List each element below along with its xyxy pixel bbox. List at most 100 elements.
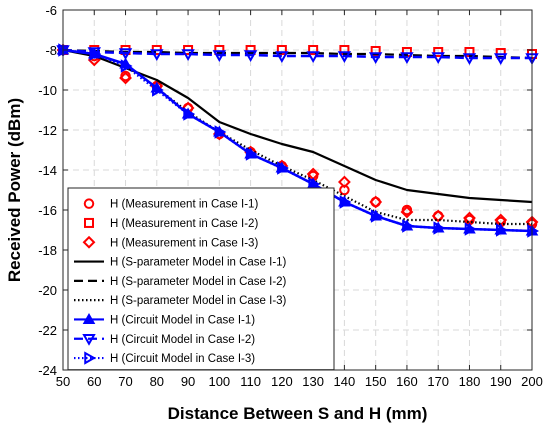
data-point: [119, 71, 132, 85]
x-tick-label: 130: [302, 374, 324, 389]
x-tick-label: 60: [87, 374, 101, 389]
legend-label: H (Circuit Model in Case I-3): [110, 353, 255, 365]
x-axis-title: Distance Between S and H (mm): [168, 404, 428, 423]
data-point: [83, 198, 95, 209]
legend-item-3: H (Measurement in Case I-3): [82, 235, 258, 249]
y-tick-label: -22: [38, 323, 57, 338]
data-point: [89, 47, 102, 61]
legend-item-2: H (Measurement in Case I-2): [84, 217, 258, 230]
data-point: [245, 147, 258, 161]
series-9: [58, 43, 540, 238]
x-tick-label: 120: [271, 374, 293, 389]
data-point: [84, 217, 94, 228]
data-point: [183, 107, 196, 121]
legend-item-1: H (Measurement in Case I-1): [83, 198, 258, 211]
data-point: [433, 47, 444, 57]
x-tick-label: 200: [521, 374, 543, 389]
data-point: [150, 49, 164, 62]
legend: H (Measurement in Case I-1) H (Measuremen…: [67, 187, 335, 371]
data-point: [58, 43, 71, 57]
x-tick-label: 150: [365, 374, 387, 389]
legend-item-9: H (Circuit Model in Case I-3): [74, 351, 255, 365]
series-line: [62, 48, 533, 233]
data-point: [82, 334, 96, 346]
data-point: [120, 59, 133, 73]
y-tick-label: -18: [38, 243, 57, 258]
data-point: [369, 195, 383, 209]
x-tick-label: 190: [490, 374, 512, 389]
y-tick-label: -20: [38, 283, 57, 298]
legend-item-7: H (Circuit Model in Case I-1): [74, 312, 255, 326]
legend-item-4: H (S-parameter Model in Case I-1): [74, 257, 287, 269]
data-point: [370, 209, 383, 223]
series-4: [62, 48, 533, 204]
data-point: [82, 235, 96, 249]
legend-label: H (Measurement in Case I-1): [110, 199, 258, 211]
y-tick-label: -8: [45, 43, 57, 58]
legend-item-6: H (S-parameter Model in Case I-3): [74, 295, 287, 307]
data-point: [433, 221, 446, 235]
legend-box: [67, 187, 335, 371]
data-point: [431, 209, 445, 223]
x-tick-label: 80: [150, 374, 164, 389]
y-tick-label: -14: [38, 163, 57, 178]
series-8: [56, 45, 539, 66]
data-point: [84, 351, 97, 365]
series-5: [62, 48, 533, 60]
data-point: [214, 125, 227, 139]
data-point: [152, 83, 164, 97]
legend-label: H (Circuit Model in Case I-2): [110, 334, 255, 346]
data-point: [337, 51, 352, 64]
x-tick-label: 100: [208, 374, 230, 389]
legend-label: H (Measurement in Case I-3): [110, 237, 258, 249]
data-point: [308, 177, 321, 191]
data-point: [495, 223, 508, 237]
legend-label: H (Circuit Model in Case I-1): [110, 314, 255, 326]
x-tick-label: 170: [427, 374, 449, 389]
legend-label: H (S-parameter Model in Case I-1): [110, 257, 287, 269]
series-line: [62, 48, 533, 60]
data-point: [118, 48, 133, 61]
y-axis-title: Received Power (dBm): [5, 98, 24, 282]
data-point: [494, 53, 508, 66]
data-point: [464, 222, 477, 236]
data-point: [368, 52, 383, 65]
legend-label: H (Measurement in Case I-2): [110, 218, 258, 230]
y-tick-label: -10: [38, 83, 57, 98]
legend-item-8: H (Circuit Model in Case I-2): [74, 334, 255, 346]
legend-label: H (S-parameter Model in Case I-2): [110, 276, 287, 288]
data-point: [462, 53, 477, 66]
y-tick-label: -12: [38, 123, 57, 138]
x-tick-label: 50: [56, 374, 70, 389]
data-point: [277, 161, 289, 175]
series-line: [62, 48, 533, 233]
x-tick-label: 180: [459, 374, 481, 389]
series-group: [56, 43, 540, 238]
series-line: [62, 48, 533, 204]
y-tick-label: -16: [38, 203, 57, 218]
data-point: [337, 175, 351, 189]
data-point: [243, 50, 258, 63]
x-tick-label: 70: [118, 374, 132, 389]
y-tick-label: -24: [38, 363, 57, 378]
y-tick-label: -6: [45, 3, 57, 18]
data-point: [431, 52, 445, 65]
x-tick-label: 140: [334, 374, 356, 389]
data-point: [400, 205, 414, 219]
legend-item-5: H (S-parameter Model in Case I-2): [74, 276, 287, 288]
data-point: [181, 49, 195, 62]
data-point: [400, 52, 414, 65]
data-point: [527, 224, 540, 238]
data-point: [306, 51, 320, 64]
x-tick-label: 110: [240, 374, 261, 389]
data-point: [402, 219, 414, 233]
series-line: [62, 48, 532, 60]
x-tick-label: 160: [396, 374, 418, 389]
data-point: [82, 312, 96, 324]
legend-label: H (S-parameter Model in Case I-3): [110, 295, 287, 307]
data-point: [275, 51, 289, 64]
x-tick-label: 90: [181, 374, 195, 389]
data-point: [212, 50, 227, 63]
data-point: [339, 195, 352, 209]
